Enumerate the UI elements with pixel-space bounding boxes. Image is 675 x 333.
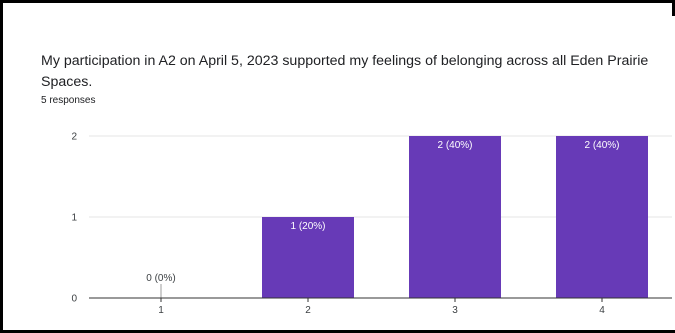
y-tick-label: 2 <box>71 132 77 143</box>
x-tick-label: 1 <box>158 305 164 316</box>
bar <box>556 136 648 298</box>
bar-chart: 0 1 2 0 (0%) 1 1 (20%) 2 2 (40%) 3 2 (40%) 4 <box>71 132 672 316</box>
data-label: 2 (40%) <box>584 140 619 151</box>
x-tick-label: 2 <box>305 305 311 316</box>
x-tick-label: 4 <box>599 305 605 316</box>
frame-tick <box>672 3 675 16</box>
question-title: My participation in A2 on April 5, 2023 … <box>41 53 649 90</box>
response-count: 5 responses <box>41 95 96 106</box>
x-tick-label: 3 <box>452 305 458 316</box>
bar <box>262 217 354 298</box>
y-tick-label: 0 <box>71 294 77 305</box>
data-label: 2 (40%) <box>437 140 472 151</box>
data-label: 1 (20%) <box>290 221 325 232</box>
bar <box>409 136 501 298</box>
y-tick-label: 1 <box>71 213 77 224</box>
data-label: 0 (0%) <box>146 273 175 284</box>
